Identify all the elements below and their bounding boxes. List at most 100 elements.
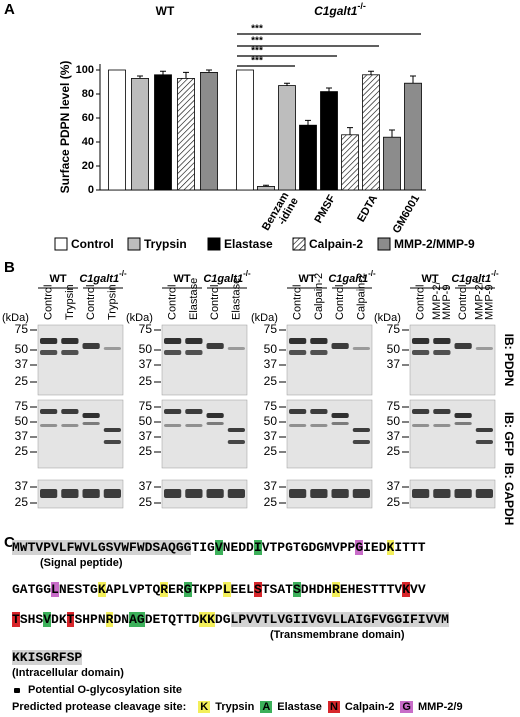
kda-label: (kDa) <box>126 312 153 324</box>
group-label: WT <box>298 273 315 285</box>
residues: MWTVPVLFWVLGSVWFWDSAQGG <box>12 540 192 555</box>
marker-label: 25 <box>387 495 401 509</box>
group-label: C1galt1-/- <box>314 1 366 18</box>
marker-label: 25 <box>139 444 153 458</box>
group-label: WT <box>421 273 438 285</box>
band <box>475 440 493 444</box>
lane-label: Control <box>43 285 55 320</box>
protease-title: Predicted protease cleavage site: <box>12 701 187 713</box>
domain-label: (Transmembrane domain) <box>270 629 405 641</box>
domain-label: (Signal peptide) <box>40 557 123 569</box>
lane-label: Control <box>209 285 221 320</box>
residues: R <box>105 612 114 627</box>
sequence-line: TSHSVDKTSHPNRDNAGDETQTTDKKDGLPVVTLVGIIVG… <box>12 612 449 627</box>
lane-label: Control <box>415 285 427 320</box>
band <box>40 338 58 344</box>
blot <box>286 324 373 396</box>
band <box>164 489 182 498</box>
text-part: -/- <box>243 269 251 278</box>
band <box>82 343 100 349</box>
band <box>331 413 349 418</box>
marker-label: 37 <box>15 429 29 443</box>
bar <box>299 124 317 191</box>
residues: EEL <box>230 582 254 597</box>
residues: SHS <box>19 612 44 627</box>
band <box>433 338 451 344</box>
bar <box>341 134 359 191</box>
band <box>433 409 451 414</box>
glyco-dot <box>14 688 20 693</box>
protease-key: A <box>260 701 273 713</box>
band <box>61 489 79 498</box>
residues: G <box>183 582 192 597</box>
group-label: C1galt1-/- <box>328 269 376 285</box>
band <box>310 338 328 344</box>
marker-label: 50 <box>264 414 278 428</box>
band <box>352 489 370 498</box>
band <box>433 350 451 355</box>
residues: V <box>43 612 52 627</box>
band <box>185 338 203 344</box>
domain-label: (Intracellular domain) <box>12 667 124 679</box>
band <box>475 428 493 432</box>
x-tick-label: Benzam-idine <box>260 190 301 238</box>
text-part: WT <box>49 273 66 285</box>
lane-label: MMP-2/MMP-9 <box>431 281 453 320</box>
error-bar <box>137 75 143 79</box>
protease-name: MMP-2/9 <box>417 701 463 713</box>
band <box>475 347 493 350</box>
band <box>40 489 58 498</box>
residues: G <box>355 540 364 555</box>
text-part: -/- <box>368 269 376 278</box>
legend-swatch <box>127 237 141 251</box>
residues: S <box>253 582 262 597</box>
bar <box>320 91 338 191</box>
significance-label: *** <box>251 36 263 47</box>
band <box>82 489 100 498</box>
residues: DN <box>113 612 130 627</box>
band <box>103 489 121 498</box>
marker-label: 75 <box>15 399 29 413</box>
y-tick-label: 20 <box>82 160 94 172</box>
marker-label: 37 <box>264 479 278 493</box>
marker-label: 25 <box>15 444 29 458</box>
residues: KK <box>199 612 215 627</box>
error-bar <box>284 82 290 86</box>
band <box>185 424 203 427</box>
lane-label: Elastase <box>230 278 242 320</box>
residues: L <box>222 582 231 597</box>
group-label: WT <box>49 273 66 285</box>
protease-name: Trypsin <box>215 701 255 713</box>
group-label: C1galt1-/- <box>203 269 251 285</box>
band <box>164 338 182 344</box>
lane-label: Trypsin <box>106 284 118 320</box>
bar <box>154 74 172 191</box>
band <box>164 424 182 427</box>
marker-label: 37 <box>15 357 29 371</box>
residues: APLVPTQ <box>105 582 161 597</box>
error-bar <box>183 71 189 79</box>
x-tick-label: EDTA <box>355 193 380 224</box>
band <box>289 338 307 344</box>
bar <box>200 72 218 191</box>
residues: V <box>214 540 223 555</box>
marker-label: 75 <box>264 399 278 413</box>
marker-label: 25 <box>264 374 278 388</box>
marker-label: 25 <box>387 444 401 458</box>
residues: VTPGTGDGMVPP <box>261 540 356 555</box>
sequence-line: GATGGLNESTGKAPLVPTQRERGTKPPLEELSTSATSDHD… <box>12 582 426 597</box>
error-bar <box>263 184 269 187</box>
group-label: C1galt1-/- <box>451 269 499 285</box>
marker-label: 37 <box>264 357 278 371</box>
protease-key: K <box>198 701 211 713</box>
error-bar <box>368 70 374 75</box>
residues: K <box>97 582 106 597</box>
band <box>82 422 100 425</box>
residues: TKPP <box>191 582 223 597</box>
marker-label: 25 <box>15 495 29 509</box>
marker-label: 50 <box>387 342 401 356</box>
text-part: C1galt1 <box>328 273 368 285</box>
residues: DETQTTD <box>144 612 200 627</box>
residues: ITTT <box>394 540 426 555</box>
